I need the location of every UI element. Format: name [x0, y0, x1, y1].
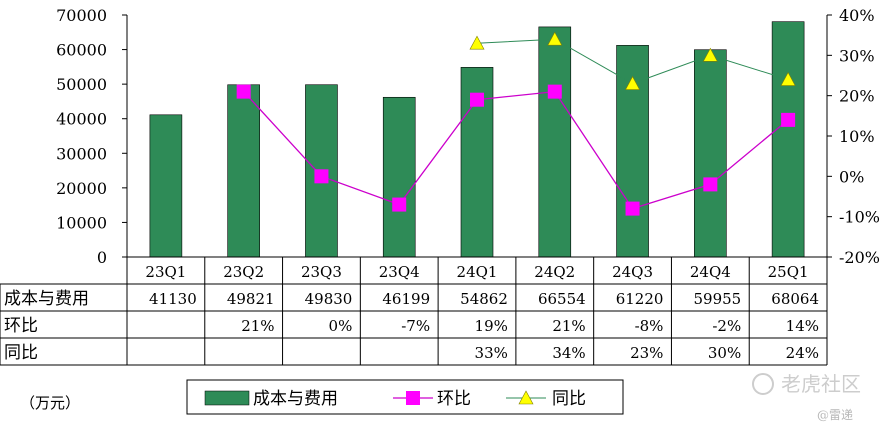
table-cell: 34%	[552, 344, 585, 362]
category-label-23Q2: 23Q2	[223, 263, 264, 281]
bar-23Q4	[382, 96, 416, 258]
qoq-point-24Q2	[547, 84, 562, 99]
y-left-tick-label: 20000	[56, 179, 107, 198]
y-left-tick-label: 10000	[56, 213, 107, 232]
category-label-23Q3: 23Q3	[301, 263, 342, 281]
yoy-point-24Q4	[702, 47, 718, 62]
bar-24Q4	[694, 49, 727, 258]
category-label-24Q2: 24Q2	[534, 263, 575, 281]
watermark-logo-icon	[752, 373, 774, 395]
y-left-tick-label: 30000	[56, 144, 107, 163]
legend-swatch-qoq-marker	[406, 391, 420, 405]
axes: 0 10000 20000 30000 40000 50000 60000 70000 -20%…	[56, 6, 880, 267]
yoy-point-24Q3	[625, 75, 641, 90]
table-cell: 14%	[786, 317, 819, 335]
y-left-tick-label: 0	[97, 248, 107, 267]
table-row-label: 成本与费用	[4, 289, 89, 309]
category-label-25Q1: 25Q1	[768, 263, 809, 281]
qoq-point-24Q3	[625, 201, 640, 216]
bar-23Q1	[149, 114, 183, 258]
qoq-point-24Q1	[470, 92, 484, 107]
legend-label-cost: 成本与费用	[253, 389, 338, 409]
table-cell: 61220	[616, 290, 664, 308]
watermark-text: 老虎社区	[781, 372, 861, 396]
bar-25Q1	[771, 21, 805, 258]
qoq-point-23Q3	[314, 169, 329, 184]
y-left-tick-label: 70000	[56, 6, 107, 25]
legend-label-qoq: 环比	[437, 389, 471, 409]
category-label-24Q3: 24Q3	[612, 263, 653, 281]
y-right-tick-label: -10%	[839, 208, 880, 227]
legend-label-yoy: 同比	[552, 389, 586, 409]
category-label-24Q4: 24Q4	[690, 263, 731, 281]
bar-23Q2	[227, 84, 260, 258]
table-cell: 41130	[149, 290, 197, 308]
table-row-label: 同比	[4, 343, 38, 363]
bars	[149, 21, 805, 258]
y-left-tick-label: 40000	[56, 110, 107, 129]
qoq-point-24Q4	[703, 177, 718, 192]
legend: 成本与费用 环比 同比	[186, 379, 624, 415]
yoy-point-24Q1	[469, 35, 485, 50]
table-cell: 68064	[771, 290, 819, 308]
table-cell: 33%	[475, 344, 508, 362]
y-left-tick-label: 60000	[56, 41, 107, 60]
table-cell: 24%	[786, 344, 819, 362]
category-label-23Q4: 23Q4	[379, 263, 420, 281]
table-cell: 59955	[694, 290, 742, 308]
yoy-point-25Q1	[780, 71, 796, 86]
yoy-point-24Q2	[547, 31, 563, 46]
y-right-tick-label: 20%	[839, 87, 875, 106]
y-right-tick-label: -20%	[839, 248, 880, 267]
category-label-23Q1: 23Q1	[145, 263, 186, 281]
qoq-point-23Q2	[236, 84, 251, 99]
table-cell: 54862	[460, 290, 508, 308]
y-right-tick-label: 10%	[839, 127, 875, 146]
unit-label: （万元）	[20, 394, 80, 412]
qoq-point-23Q4	[392, 197, 407, 212]
table-cell: -8%	[635, 317, 664, 335]
legend-swatch-yoy-marker	[518, 390, 534, 405]
y-left-tick-label: 50000	[56, 75, 107, 94]
table-cell: -7%	[401, 317, 430, 335]
y-right-tick-label: 30%	[839, 46, 875, 65]
series-lines	[236, 31, 796, 216]
table-row-label: 环比	[4, 316, 38, 336]
table-cell: 21%	[552, 317, 585, 335]
table-cell: 19%	[475, 317, 508, 335]
table-cell: 30%	[708, 344, 741, 362]
qoq-point-25Q1	[781, 112, 796, 127]
table-cell: 0%	[329, 317, 353, 335]
data-table: 23Q1 23Q2 23Q3 23Q4 24Q1 24Q2 24Q3 24Q4 25Q1 成本与费…	[0, 256, 828, 366]
table-cell: -2%	[712, 317, 741, 335]
table-cell: 66554	[538, 290, 586, 308]
table-cell: 49830	[305, 290, 353, 308]
watermark: 老虎社区 @雷递	[752, 372, 861, 422]
legend-swatch-bar	[204, 390, 250, 406]
table-cell: 49821	[227, 290, 275, 308]
series-line-qoq	[243, 90, 789, 210]
watermark-sub: @雷递	[817, 408, 853, 422]
bar-24Q2	[538, 26, 572, 258]
category-label-24Q1: 24Q1	[457, 263, 498, 281]
table-cell: 46199	[382, 290, 430, 308]
y-right-tick-label: 0%	[839, 167, 864, 186]
table-cell: 23%	[630, 344, 663, 362]
table-cell: 21%	[241, 317, 274, 335]
y-right-tick-label: 40%	[839, 6, 875, 25]
